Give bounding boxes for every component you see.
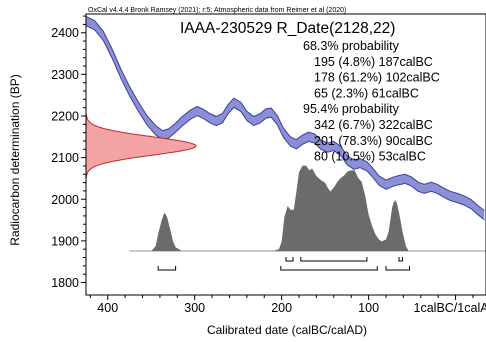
probability-header: 68.3% probability [303,39,400,53]
probability-range: 65 (2.3%) 61calBC [314,86,419,100]
y-tick-label-2200: 2200 [51,109,79,123]
y-tick-label-2000: 2000 [51,193,79,207]
range-68-bracket-1 [300,257,368,262]
x-tick-label-200: 200 [271,301,292,315]
y-axis-label: Radiocarbon determination (BP) [8,74,22,245]
range-95-bracket-2 [385,266,410,271]
x-tick-label-400: 400 [97,301,118,315]
range-95-bracket-0 [157,266,177,271]
x-tick-label-100: 100 [358,301,379,315]
probability-range: 201 (78.3%) 90calBC [314,134,433,148]
calibration-curve-upper [86,16,485,211]
x-axis-label: Calibrated date (calBC/calAD) [207,323,367,337]
posterior-distribution [86,165,486,251]
probability-range: 178 (61.2%) 102calBC [314,71,440,85]
axes-layer: 1800 1900 2000 2100 2200 2300 2400 400 300 200 100… [51,15,486,315]
plot-frame [85,13,486,296]
radiocarbon-distribution-outline [85,113,197,179]
y-tick-label-1800: 1800 [51,276,79,290]
y-tick-label-2400: 2400 [51,26,79,40]
range-68-bracket-0 [285,257,294,262]
chart-title: IAAA-230529 R_Date(2128,22) [180,20,395,37]
radiocarbon-distribution [86,113,196,178]
y-tick-label-2100: 2100 [51,151,79,165]
range-brackets-layer [157,257,410,271]
y-tick-label-1900: 1900 [51,234,79,248]
radiocarbon-distribution-layer [85,113,197,179]
probability-range: 342 (6.7%) 322calBC [314,118,433,132]
probability-range: 80 (10.5%) 53calBC [314,150,426,164]
x-tick-label-0: 1calBC/1calAD [414,301,486,315]
range-95-bracket-1 [280,266,378,271]
probability-header: 95.4% probability [303,102,400,116]
chart-header: OxCal v4.4.4 Bronk Ramsey (2021); r:5; A… [88,7,346,14]
y-tick-label-2300: 2300 [51,68,79,82]
probability-range: 195 (4.8%) 187calBC [314,55,433,69]
range-68-bracket-2 [398,257,403,262]
posterior-distribution-layer [86,165,486,252]
probability-summary: 68.3% probability 195 (4.8%) 187calBC 178 … [303,39,440,164]
x-tick-label-300: 300 [184,301,205,315]
